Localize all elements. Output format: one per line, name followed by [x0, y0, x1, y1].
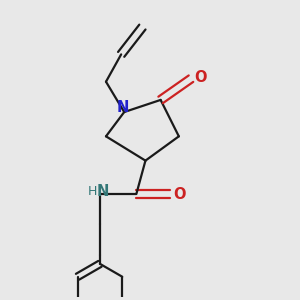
Text: N: N	[116, 100, 129, 115]
Text: H: H	[88, 185, 97, 198]
Text: O: O	[195, 70, 207, 85]
Text: N: N	[97, 184, 109, 199]
Text: O: O	[173, 187, 186, 202]
